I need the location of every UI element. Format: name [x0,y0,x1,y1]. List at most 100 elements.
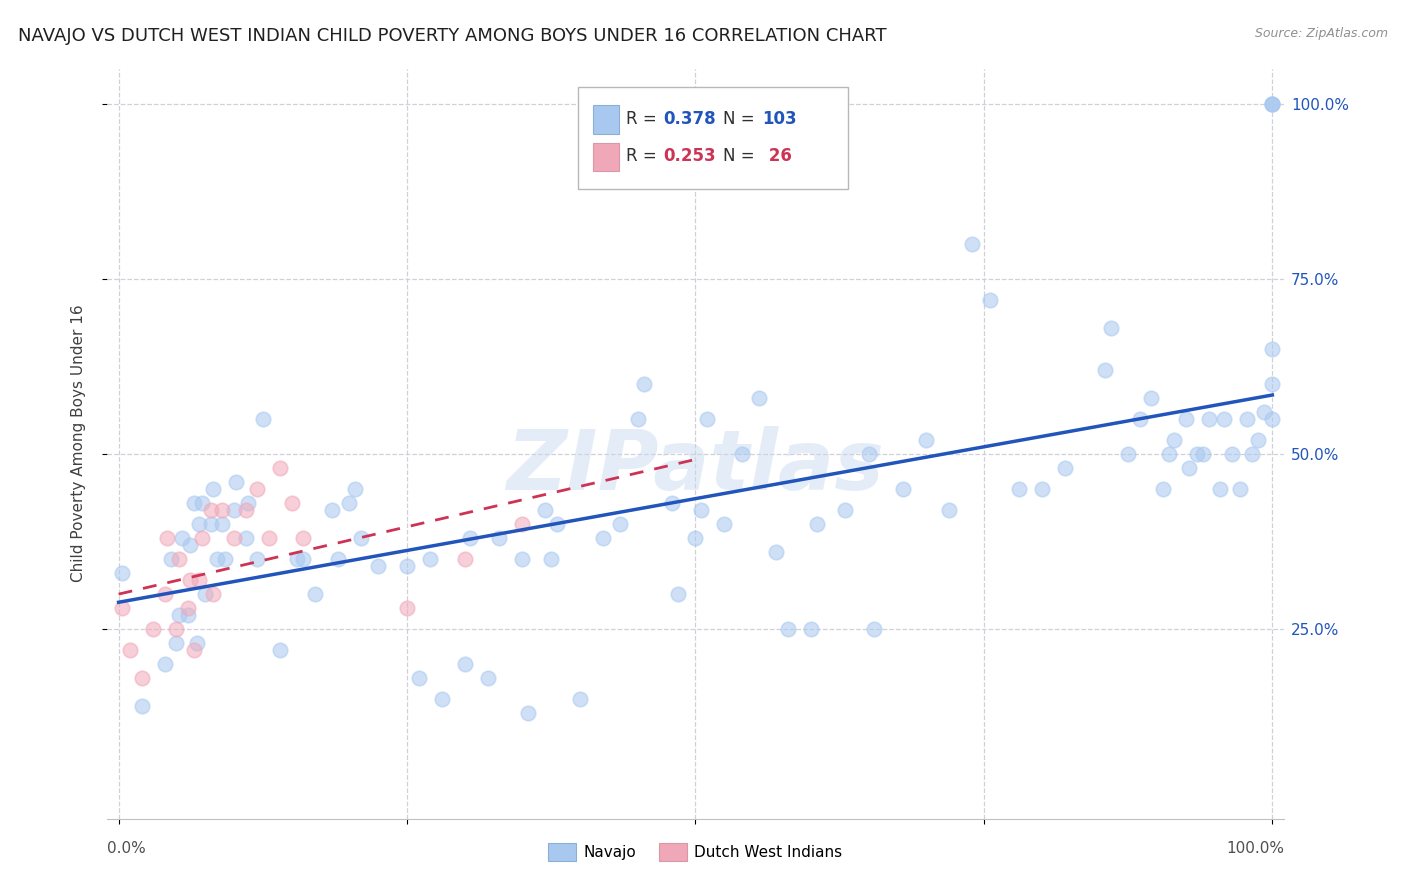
Point [269,461,291,475]
Text: N =: N = [723,110,759,128]
Point [1116,447,1139,461]
Point [252,412,274,426]
Point [863,623,886,637]
Point [1174,412,1197,426]
Point [858,447,880,461]
Point [690,503,713,517]
Point [1209,482,1232,496]
Point [627,412,650,426]
Point [477,672,499,686]
Point [214,552,236,566]
Point [517,706,540,721]
FancyBboxPatch shape [593,105,619,134]
Point [396,559,419,574]
Point [200,503,222,517]
Point [211,503,233,517]
Point [235,531,257,545]
Point [408,672,430,686]
Point [666,587,689,601]
Point [344,482,367,496]
Point [179,538,201,552]
Point [546,517,568,532]
Point [1240,447,1263,461]
Point [512,517,534,532]
Point [194,587,217,601]
Point [202,587,225,601]
Point [367,559,389,574]
Point [713,517,735,532]
Point [111,601,134,615]
Point [211,517,233,532]
Point [1163,433,1185,447]
Point [569,692,592,706]
Point [979,293,1001,307]
Point [633,376,655,391]
Point [177,608,200,623]
Point [1253,405,1275,419]
Text: ZIPatlas: ZIPatlas [506,425,884,507]
Text: Source: ZipAtlas.com: Source: ZipAtlas.com [1254,27,1388,40]
Point [1031,482,1053,496]
Point [891,482,914,496]
Point [1192,447,1215,461]
Point [1129,412,1152,426]
Point [1261,96,1284,111]
Text: R =: R = [626,147,662,165]
Point [225,475,247,489]
Point [190,531,212,545]
Point [257,531,280,545]
Point [165,636,187,650]
Point [1152,482,1174,496]
Point [1099,321,1122,335]
Point [800,623,823,637]
Point [153,657,176,672]
Point [177,601,200,615]
Point [396,601,419,615]
Point [179,574,201,588]
Point [1220,447,1243,461]
Point [222,531,245,545]
Point [280,496,302,510]
Point [806,517,828,532]
Point [1229,482,1251,496]
Point [765,545,787,559]
Point [512,552,534,566]
Point [269,643,291,657]
Point [592,531,614,545]
Point [337,496,360,510]
Point [534,503,557,517]
Point [326,552,349,566]
Point [661,496,683,510]
Point [454,552,477,566]
Point [200,517,222,532]
Point [730,447,752,461]
Point [776,623,799,637]
Point [202,482,225,496]
Point [183,496,205,510]
Point [1236,412,1258,426]
Point [111,566,134,581]
Point [1212,412,1234,426]
Point [962,236,984,251]
Text: N =: N = [723,147,759,165]
Point [748,391,770,405]
Point [167,552,190,566]
Point [1094,363,1116,377]
Text: 0.253: 0.253 [664,147,716,165]
Point [609,517,631,532]
Point [170,531,193,545]
Point [292,531,315,545]
Text: 26: 26 [762,147,792,165]
Point [1140,391,1163,405]
Point [321,503,343,517]
Point [1261,96,1284,111]
Point [1261,342,1284,356]
Point [1178,461,1201,475]
Point [205,552,228,566]
Point [915,433,938,447]
Point [235,503,257,517]
Text: 0.378: 0.378 [664,110,716,128]
Point [292,552,315,566]
Point [460,531,482,545]
Point [1261,412,1284,426]
